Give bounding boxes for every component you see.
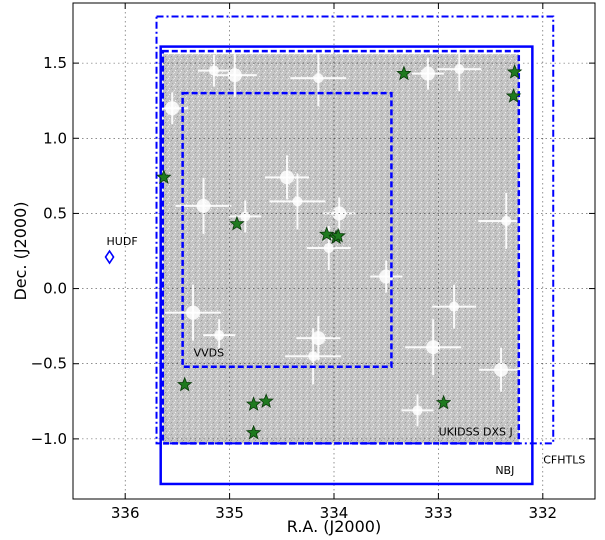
field-label: NBJ <box>495 464 514 477</box>
bright-star-artifact <box>203 319 236 352</box>
x-axis-label: R.A. (J2000) <box>287 517 381 536</box>
bright-star-artifact <box>432 284 477 329</box>
field-label: UKIDSS DXS J <box>439 425 513 438</box>
bright-star-artifact <box>290 50 347 107</box>
bright-star-artifact <box>437 47 482 92</box>
field-label: CFHTLS <box>543 453 585 466</box>
bright-star-artifact <box>296 316 341 361</box>
field-ukidss-dxs-j <box>161 49 521 445</box>
coverage-image <box>156 47 535 444</box>
bright-star-artifact <box>479 347 524 392</box>
bright-star-artifact <box>269 173 326 230</box>
y-tick-label: 1.0 <box>43 129 67 147</box>
star-marker <box>245 396 262 411</box>
y-tick-label: 1.5 <box>43 54 67 72</box>
star-marker <box>505 88 522 103</box>
star-marker <box>245 424 262 440</box>
y-tick-label: −0.5 <box>31 355 67 373</box>
x-tick-label: 333 <box>424 504 453 522</box>
star-marker <box>330 227 346 243</box>
star-marker <box>229 215 245 231</box>
star-marker <box>506 64 523 79</box>
bright-star-artifact <box>411 57 444 90</box>
star-marker <box>435 394 452 410</box>
y-axis-label: Dec. (J2000) <box>11 201 30 300</box>
bright-star-artifact <box>285 328 342 385</box>
y-tick-label: 0.5 <box>43 204 67 222</box>
x-tick-label: 332 <box>528 504 557 522</box>
hudf-marker <box>104 249 115 265</box>
axis-ticks: 336 335 334 333 332 −1.0 −0.5 0.0 0.5 1.0 1.5 <box>31 3 595 522</box>
bright-star-artifact <box>478 192 535 249</box>
x-tick-label: 335 <box>215 504 244 522</box>
x-tick-label: 336 <box>111 504 140 522</box>
star-marker <box>318 226 335 242</box>
bright-star-artifact <box>401 394 434 427</box>
bright-star-artifact <box>165 284 222 341</box>
bright-star-artifact <box>265 155 310 200</box>
bright-star-artifact <box>175 177 232 234</box>
field-nbj <box>159 45 534 486</box>
bright-star-artifact <box>370 260 403 293</box>
survey-fields <box>155 15 555 486</box>
x-tick-label: 334 <box>320 504 349 522</box>
bright-star-artifact <box>197 54 230 87</box>
star-marker <box>176 376 193 392</box>
bright-star-artifact <box>229 200 262 233</box>
star-marker <box>156 169 172 184</box>
field-label: VVDS <box>194 347 225 360</box>
data-points: CFHTLS NBJ UKIDSS DXS J VVDS HUDF <box>104 64 585 477</box>
y-tick-label: 0.0 <box>43 280 67 298</box>
star-marker <box>396 65 412 81</box>
field-vvds <box>181 91 393 368</box>
bright-star-artifact <box>405 319 462 376</box>
bright-star-artifact <box>212 53 257 98</box>
hudf-label: HUDF <box>107 235 138 248</box>
star-marker <box>258 393 274 408</box>
y-tick-label: −1.0 <box>31 430 67 448</box>
